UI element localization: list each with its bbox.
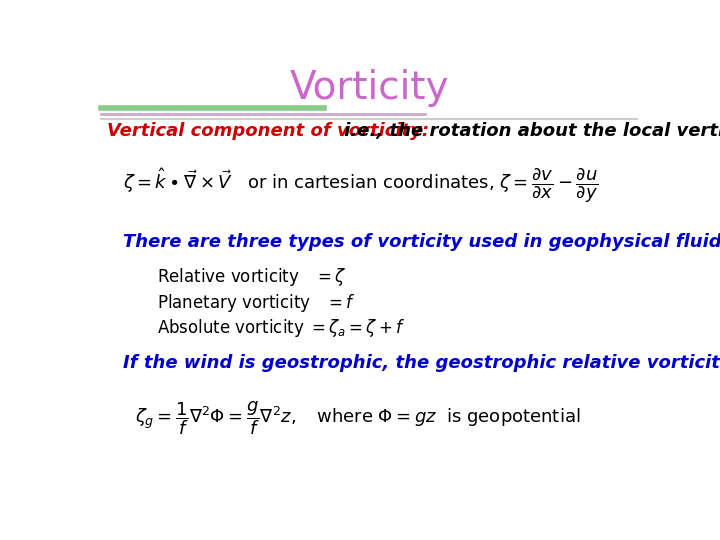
Text: Vorticity: Vorticity <box>289 69 449 107</box>
Text: Absolute vorticity $= \zeta_a = \zeta + f$: Absolute vorticity $= \zeta_a = \zeta + … <box>157 318 405 340</box>
Text: Planetary vorticity   $= f$: Planetary vorticity $= f$ <box>157 292 356 314</box>
Text: Vertical component of vorticity:: Vertical component of vorticity: <box>107 123 429 140</box>
Text: Relative vorticity   $= \zeta$: Relative vorticity $= \zeta$ <box>157 266 346 288</box>
Text: $\zeta_g = \dfrac{1}{f}\nabla^2\Phi = \dfrac{g}{f}\nabla^2 z,$   where $\Phi = g: $\zeta_g = \dfrac{1}{f}\nabla^2\Phi = \d… <box>135 400 580 437</box>
Text: i.e., the rotation about the local vertical: i.e., the rotation about the local verti… <box>338 123 720 140</box>
Text: If the wind is geostrophic, the geostrophic relative vorticity is given by: If the wind is geostrophic, the geostrop… <box>124 354 720 373</box>
Text: $\zeta = \hat{k} \bullet \vec{\nabla} \times \vec{V}$   or in cartesian coordina: $\zeta = \hat{k} \bullet \vec{\nabla} \t… <box>124 166 599 205</box>
Text: There are three types of vorticity used in geophysical fluid dynamics: There are three types of vorticity used … <box>124 233 720 251</box>
